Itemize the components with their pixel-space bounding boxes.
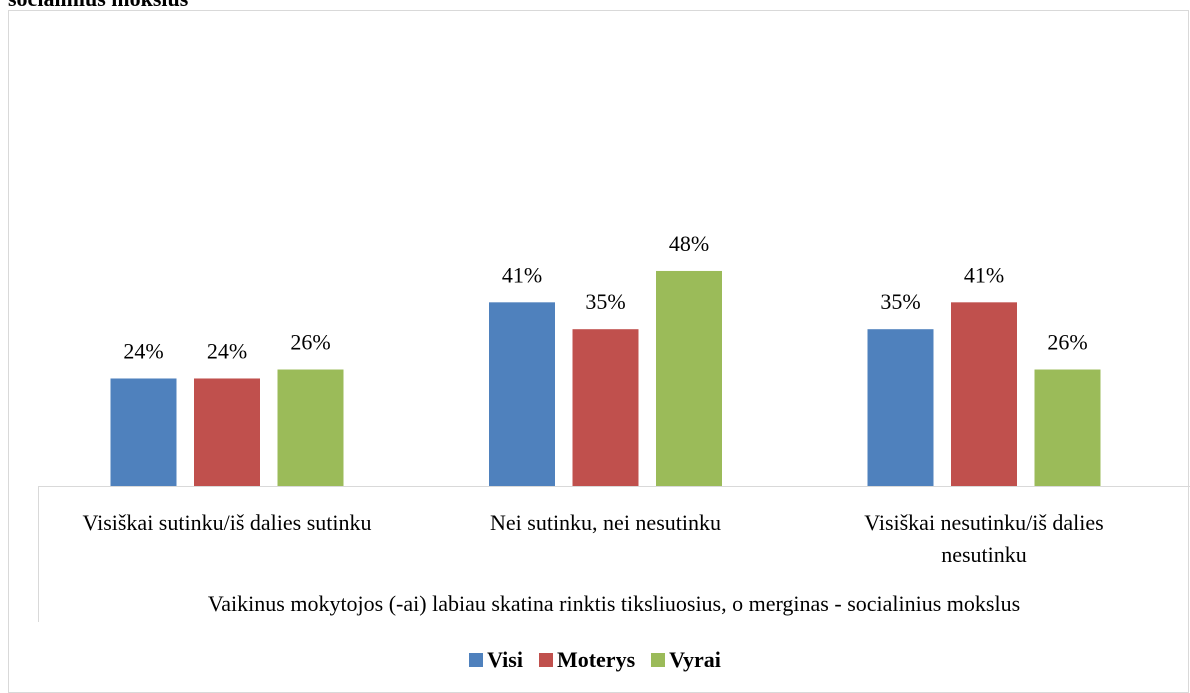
x-axis-title: Vaikinus mokytojos (-ai) labiau skatina …: [207, 591, 1021, 616]
bar: [1034, 369, 1101, 486]
bar: [489, 302, 555, 486]
bar: [194, 378, 260, 486]
data-label: 48%: [669, 231, 709, 256]
data-label: 41%: [964, 262, 1004, 287]
legend-label: Vyrai: [669, 647, 721, 672]
legend-swatch: [469, 653, 484, 667]
bar: [656, 270, 722, 486]
legend-item: Visi: [469, 647, 523, 673]
legend-swatch: [651, 653, 666, 667]
bar: [951, 302, 1017, 486]
data-label: 24%: [123, 338, 163, 363]
legend-item: Moterys: [538, 647, 636, 673]
x-tick-label: Visiškai nesutinku/iš dalies nesutinku: [864, 510, 1104, 567]
x-tick-label: Visiškai sutinku/iš dalies sutinku: [82, 510, 372, 535]
legend-label: Visi: [487, 647, 523, 672]
x-tick-label: Nei sutinku, nei nesutinku: [490, 510, 721, 535]
data-label: 35%: [585, 289, 625, 314]
data-label: 41%: [502, 262, 542, 287]
data-label: 26%: [290, 330, 330, 355]
bar: [572, 329, 639, 486]
data-label: 26%: [1047, 330, 1087, 355]
legend-swatch: [538, 653, 553, 667]
legend-label: Moterys: [556, 647, 636, 672]
legend-item: Vyrai: [651, 647, 721, 673]
bar: [110, 378, 177, 486]
legend: Visi Moterys Vyrai: [0, 647, 1190, 673]
bar: [277, 369, 344, 486]
chart-title: socialinius mokslus: [8, 0, 188, 12]
data-label: 35%: [880, 289, 920, 314]
bar: [867, 329, 934, 486]
data-label: 24%: [207, 338, 247, 363]
